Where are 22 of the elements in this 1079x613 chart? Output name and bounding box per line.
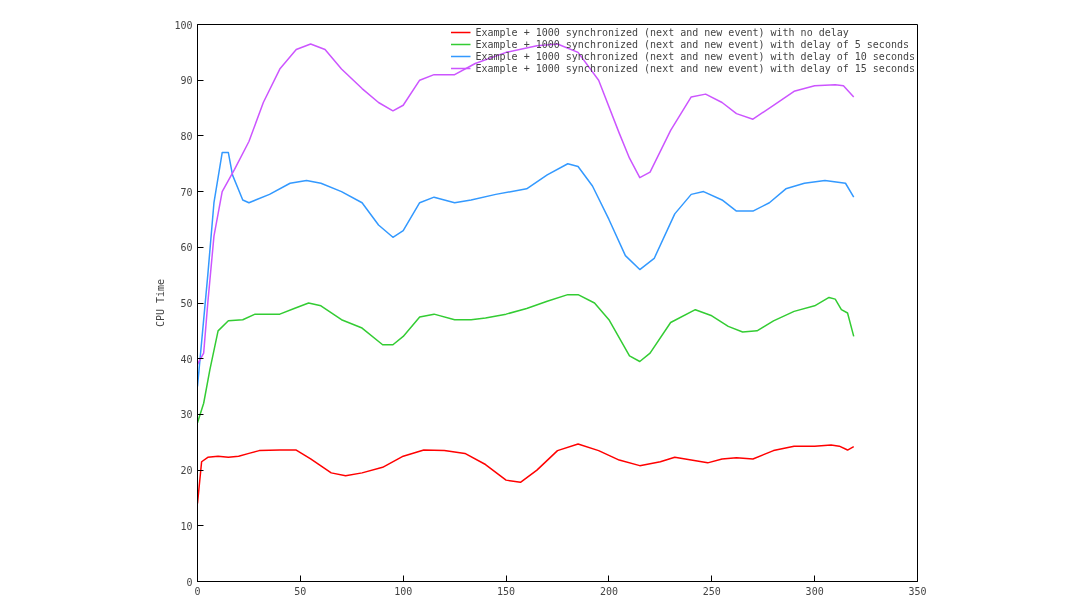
x-tick-label: 250 (702, 585, 721, 597)
y-tick-label: 30 (180, 409, 193, 421)
y-tick-label: 100 (174, 19, 193, 31)
x-tick-label: 350 (908, 585, 927, 597)
y-axis-title: CPU Time (155, 278, 167, 328)
y-tick-label: 80 (180, 130, 193, 142)
x-tick-label: 0 (194, 585, 201, 597)
y-tick-label: 60 (180, 242, 193, 254)
y-tick-label: 90 (180, 75, 193, 87)
y-tick-label: 50 (180, 298, 193, 309)
line-series (197, 293, 855, 424)
y-tick-label: 20 (180, 465, 193, 477)
x-tick-label: 200 (599, 585, 618, 597)
x-tick-label: 50 (294, 585, 307, 597)
y-tick-label: 70 (180, 186, 193, 198)
x-tick-label: 100 (394, 585, 413, 597)
legend-label: Example + 1000 synchronized (next and new event) with no delay (475, 26, 849, 38)
x-tick-label: 300 (805, 585, 824, 597)
y-tick-label: 0 (186, 576, 193, 588)
y-tick-label: 10 (180, 520, 193, 532)
y-tick-label: 40 (180, 353, 193, 365)
x-tick-label: 150 (497, 585, 516, 597)
